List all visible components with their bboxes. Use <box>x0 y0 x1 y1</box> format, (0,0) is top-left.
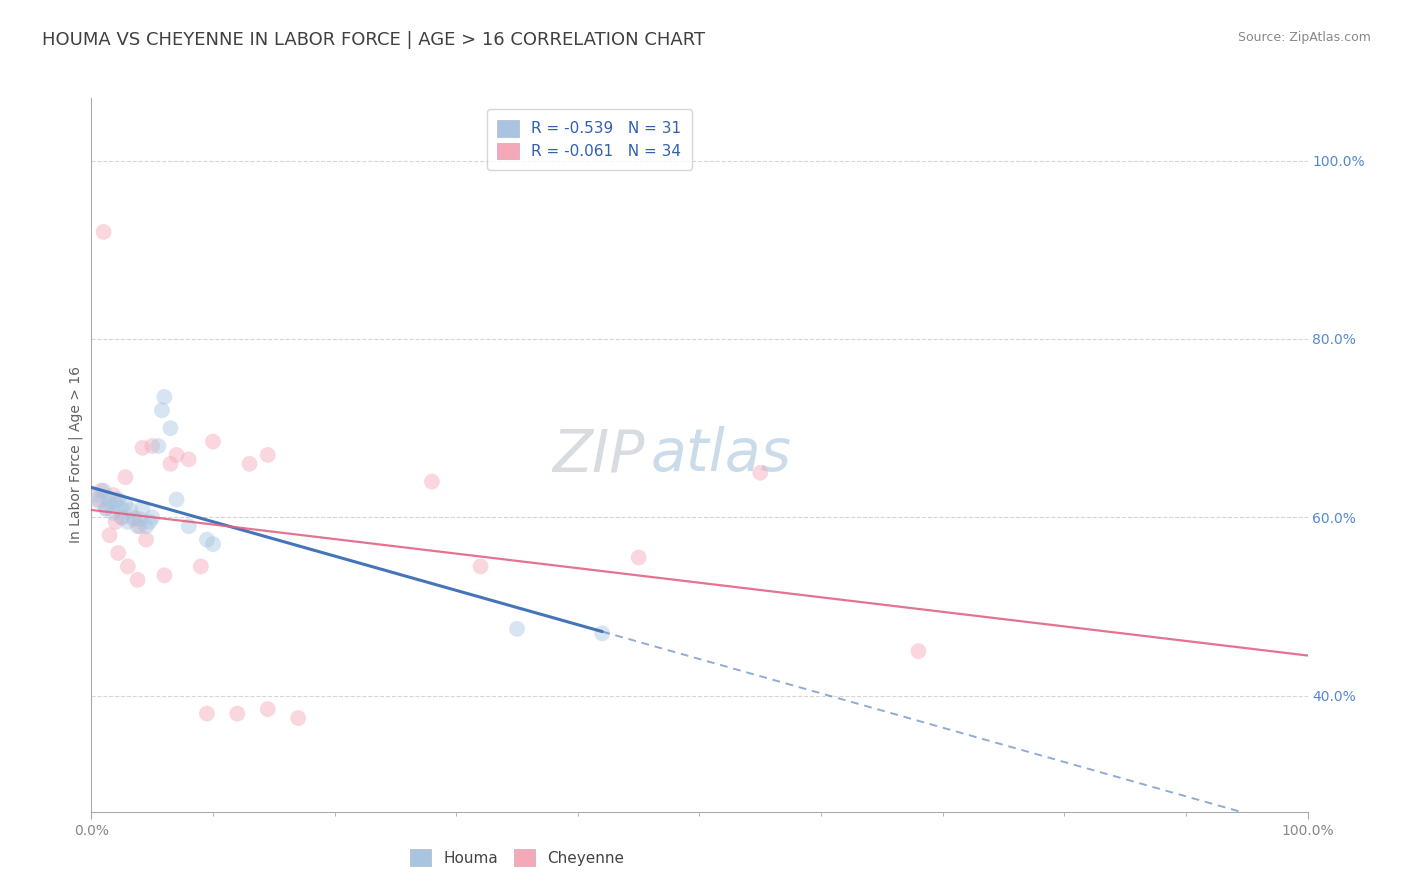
Point <box>226 706 249 721</box>
Point <box>139 515 162 529</box>
Point <box>98 528 121 542</box>
Legend: Houma, Cheyenne: Houma, Cheyenne <box>404 843 630 871</box>
Point <box>98 492 121 507</box>
Point <box>195 706 218 721</box>
Point <box>129 512 152 526</box>
Point <box>131 441 153 455</box>
Point <box>159 457 181 471</box>
Point <box>131 501 153 516</box>
Point <box>150 403 173 417</box>
Point <box>195 533 218 547</box>
Point <box>627 550 650 565</box>
Point <box>94 501 117 516</box>
Text: ZIP: ZIP <box>553 426 645 483</box>
Text: atlas: atlas <box>651 426 792 483</box>
Point <box>86 488 108 502</box>
Point <box>107 492 129 507</box>
Point <box>122 512 145 526</box>
Point <box>177 452 200 467</box>
Point <box>103 506 125 520</box>
Point <box>202 537 225 551</box>
Point <box>127 573 149 587</box>
Point <box>127 519 149 533</box>
Point <box>287 711 309 725</box>
Point <box>111 510 134 524</box>
Point <box>90 483 112 498</box>
Point <box>111 501 134 516</box>
Point <box>122 510 145 524</box>
Point <box>159 421 181 435</box>
Text: HOUMA VS CHEYENNE IN LABOR FORCE | AGE > 16 CORRELATION CHART: HOUMA VS CHEYENNE IN LABOR FORCE | AGE >… <box>42 31 706 49</box>
Point <box>114 470 136 484</box>
Point <box>141 439 163 453</box>
Point <box>86 492 108 507</box>
Point <box>94 501 117 516</box>
Point <box>104 515 127 529</box>
Point <box>120 503 142 517</box>
Point <box>749 466 772 480</box>
Point <box>104 497 127 511</box>
Point <box>111 510 134 524</box>
Point <box>420 475 443 489</box>
Point <box>166 492 188 507</box>
Point <box>93 225 115 239</box>
Point <box>506 622 529 636</box>
Point <box>148 439 170 453</box>
Point <box>107 546 129 560</box>
Point <box>135 533 157 547</box>
Point <box>256 448 278 462</box>
Point <box>470 559 492 574</box>
Point <box>129 519 152 533</box>
Point <box>907 644 929 658</box>
Point <box>202 434 225 449</box>
Point <box>153 390 176 404</box>
Point <box>114 497 136 511</box>
Y-axis label: In Labor Force | Age > 16: In Labor Force | Age > 16 <box>69 367 83 543</box>
Point <box>177 519 200 533</box>
Point <box>238 457 260 471</box>
Point <box>190 559 212 574</box>
Text: Source: ZipAtlas.com: Source: ZipAtlas.com <box>1237 31 1371 45</box>
Point <box>166 448 188 462</box>
Point <box>117 559 139 574</box>
Point <box>141 510 163 524</box>
Point <box>117 515 139 529</box>
Point <box>103 488 125 502</box>
Point <box>153 568 176 582</box>
Point <box>89 494 111 508</box>
Point <box>98 497 121 511</box>
Point <box>93 483 115 498</box>
Point <box>256 702 278 716</box>
Point <box>591 626 613 640</box>
Point <box>135 519 157 533</box>
